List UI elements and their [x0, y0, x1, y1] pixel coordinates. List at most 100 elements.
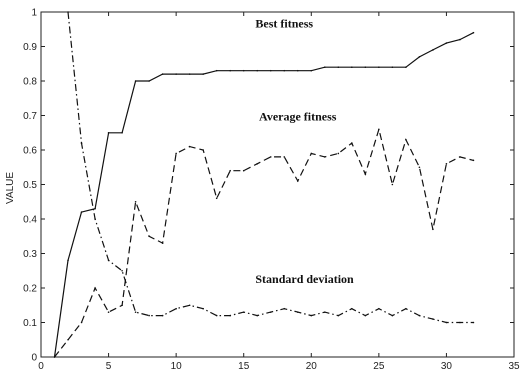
- x-tick-label: 20: [306, 361, 318, 372]
- data-point: [310, 152, 313, 155]
- data-point: [161, 314, 164, 317]
- data-point: [175, 307, 177, 310]
- series-group: [53, 11, 475, 358]
- data-point: [310, 69, 313, 72]
- data-point: [337, 66, 340, 68]
- annotation-label: Best fitness: [255, 17, 313, 31]
- data-point: [418, 166, 421, 169]
- data-point: [161, 242, 164, 244]
- data-point: [378, 128, 380, 131]
- data-point: [121, 269, 123, 272]
- axes: [40, 11, 515, 358]
- data-point: [229, 69, 231, 72]
- y-tick-label: 0.2: [23, 284, 37, 295]
- annotation-label: Standard deviation: [255, 272, 354, 286]
- x-tick-label: 35: [508, 361, 520, 372]
- data-point: [256, 163, 259, 165]
- data-point: [107, 131, 110, 134]
- y-tick-label: 0.1: [23, 318, 37, 329]
- data-point: [405, 66, 407, 68]
- data-point: [337, 152, 340, 155]
- data-point: [80, 211, 83, 213]
- data-point: [324, 156, 326, 158]
- data-point: [202, 149, 204, 151]
- plot-frame: [40, 11, 515, 358]
- data-point: [107, 311, 110, 313]
- data-point: [242, 311, 245, 313]
- y-tick-label: 1: [31, 8, 37, 19]
- data-point: [324, 311, 326, 313]
- data-point: [378, 307, 380, 310]
- data-point: [53, 356, 56, 358]
- y-tick-label: 0.6: [23, 146, 37, 157]
- data-point: [364, 173, 367, 175]
- data-point: [391, 66, 394, 68]
- data-point: [432, 49, 434, 51]
- data-point: [269, 69, 272, 72]
- data-point: [121, 131, 123, 134]
- data-point: [256, 314, 259, 317]
- data-point: [67, 11, 69, 13]
- data-point: [324, 66, 326, 68]
- data-point: [215, 69, 218, 72]
- data-point: [256, 69, 259, 72]
- y-tick-label: 0: [31, 353, 37, 364]
- data-point: [459, 38, 461, 41]
- data-point: [351, 66, 353, 68]
- data-point: [418, 314, 421, 317]
- data-point: [94, 207, 96, 210]
- y-tick-label: 0.8: [23, 77, 37, 88]
- data-point: [107, 259, 110, 262]
- data-point: [296, 69, 299, 72]
- data-point: [418, 56, 421, 58]
- data-point: [310, 314, 313, 317]
- data-point: [94, 218, 96, 220]
- data-point: [121, 304, 123, 307]
- data-point: [296, 311, 299, 313]
- data-point: [134, 200, 137, 203]
- x-tick-label: 15: [238, 361, 250, 372]
- annotations: Best fitness Average fitness Standard devi…: [255, 17, 354, 286]
- ticks: 0 5 10 15 20 25 30 35 0 0.1 0.2 0.3 0.4 0.5 0.6 0.7 0.8 0…: [23, 8, 520, 373]
- y-tick-label: 0.5: [23, 180, 37, 191]
- data-point: [229, 314, 231, 317]
- y-tick-label: 0.9: [23, 42, 37, 53]
- data-point: [283, 69, 286, 72]
- data-point: [215, 314, 218, 317]
- data-point: [269, 311, 272, 313]
- data-point: [296, 180, 299, 182]
- data-point: [188, 145, 191, 148]
- data-point: [432, 228, 434, 231]
- data-point: [364, 66, 367, 68]
- data-point: [148, 80, 150, 82]
- data-point: [472, 321, 475, 324]
- data-point: [215, 197, 218, 200]
- data-point: [161, 73, 164, 75]
- data-point: [229, 169, 231, 172]
- data-point: [188, 304, 191, 307]
- data-point: [445, 321, 448, 324]
- data-point: [283, 156, 286, 158]
- y-tick-label: 0.7: [23, 111, 37, 122]
- data-point: [175, 73, 177, 75]
- data-point: [67, 338, 69, 341]
- data-point: [242, 169, 245, 172]
- data-point: [391, 183, 394, 186]
- data-point: [459, 156, 461, 158]
- data-point: [378, 66, 380, 68]
- y-axis-label: VALUE: [5, 172, 16, 204]
- data-point: [405, 307, 407, 310]
- data-point: [283, 307, 286, 310]
- x-tick-label: 0: [38, 361, 44, 372]
- data-point: [472, 31, 475, 34]
- data-point: [134, 311, 137, 313]
- series-line-solid: [53, 32, 474, 358]
- data-point: [80, 142, 83, 144]
- data-point: [391, 314, 394, 317]
- x-tick-label: 30: [441, 361, 453, 372]
- data-point: [202, 307, 204, 310]
- series-line-dashed: [54, 127, 474, 358]
- data-point: [337, 314, 340, 317]
- data-point: [269, 156, 272, 158]
- x-tick-label: 5: [106, 361, 112, 372]
